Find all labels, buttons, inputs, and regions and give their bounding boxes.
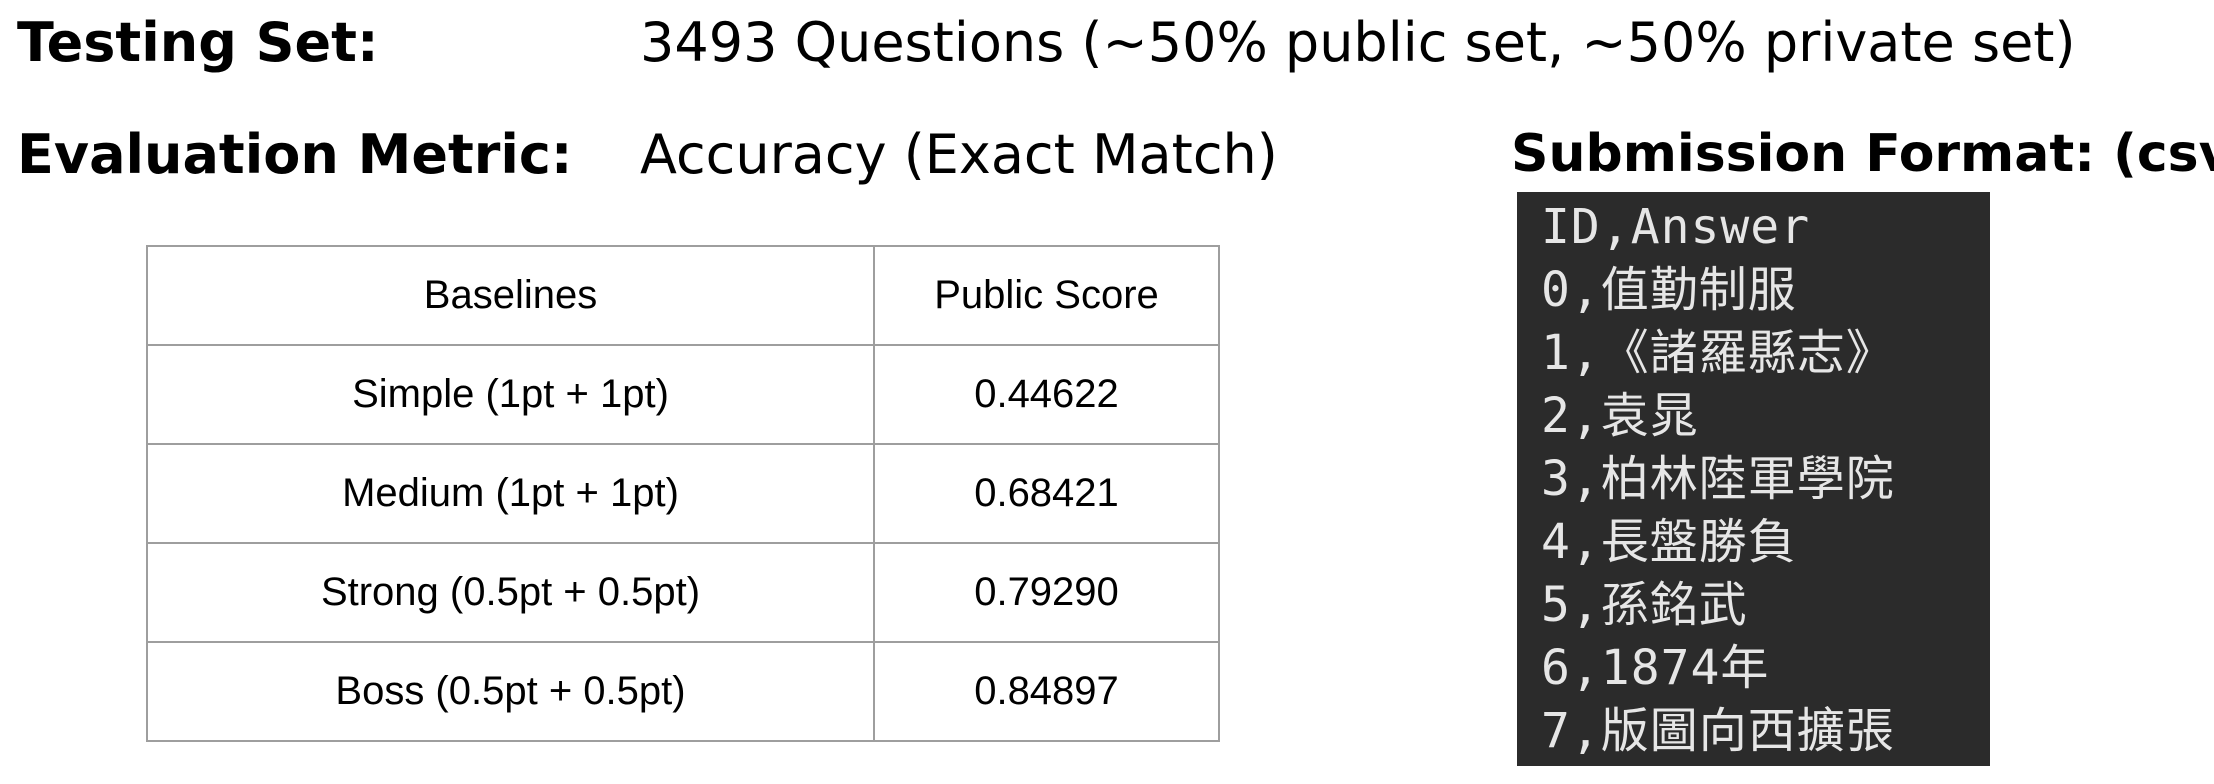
table-row: Boss (0.5pt + 0.5pt) 0.84897 <box>146 641 1220 742</box>
table-header-public-score: Public Score <box>873 245 1220 346</box>
csv-line: 6,1874年 <box>1541 640 1770 696</box>
table-header-baselines: Baselines <box>146 245 875 346</box>
evaluation-metric-label: Evaluation Metric: <box>17 123 573 186</box>
csv-line: 5,孫銘武 <box>1541 577 1748 633</box>
csv-line: 1,《諸羅縣志》 <box>1541 325 1895 381</box>
baseline-name-cell: Strong (0.5pt + 0.5pt) <box>146 542 875 643</box>
public-score-cell: 0.68421 <box>873 443 1220 544</box>
csv-line: 0,值勤制服 <box>1541 262 1797 318</box>
evaluation-metric-value: Accuracy (Exact Match) <box>640 123 1278 186</box>
public-score-cell: 0.44622 <box>873 344 1220 445</box>
testing-set-value: 3493 Questions (~50% public set, ~50% pr… <box>640 11 2076 74</box>
csv-line: 4,長盤勝負 <box>1541 514 1797 570</box>
csv-line: ID,Answer <box>1541 199 1811 255</box>
csv-line: 2,袁晁 <box>1541 388 1699 444</box>
baseline-name-cell: Boss (0.5pt + 0.5pt) <box>146 641 875 742</box>
csv-line: 3,柏林陸軍學院 <box>1541 451 1895 507</box>
baseline-name-cell: Simple (1pt + 1pt) <box>146 344 875 445</box>
table-row: Strong (0.5pt + 0.5pt) 0.79290 <box>146 542 1220 643</box>
table-header-row: Baselines Public Score <box>146 245 1220 346</box>
csv-example-panel: ID,Answer 0,值勤制服 1,《諸羅縣志》 2,袁晁 3,柏林陸軍學院 … <box>1517 192 1990 766</box>
baselines-table: Baselines Public Score Simple (1pt + 1pt… <box>146 245 1220 742</box>
public-score-cell: 0.79290 <box>873 542 1220 643</box>
csv-line: 7,版圖向西擴張 <box>1541 703 1895 759</box>
table-row: Medium (1pt + 1pt) 0.68421 <box>146 443 1220 544</box>
public-score-cell: 0.84897 <box>873 641 1220 742</box>
testing-set-label: Testing Set: <box>17 11 379 74</box>
baseline-name-cell: Medium (1pt + 1pt) <box>146 443 875 544</box>
submission-format-label: Submission Format: (csv) <box>1511 124 2214 184</box>
table-row: Simple (1pt + 1pt) 0.44622 <box>146 344 1220 445</box>
